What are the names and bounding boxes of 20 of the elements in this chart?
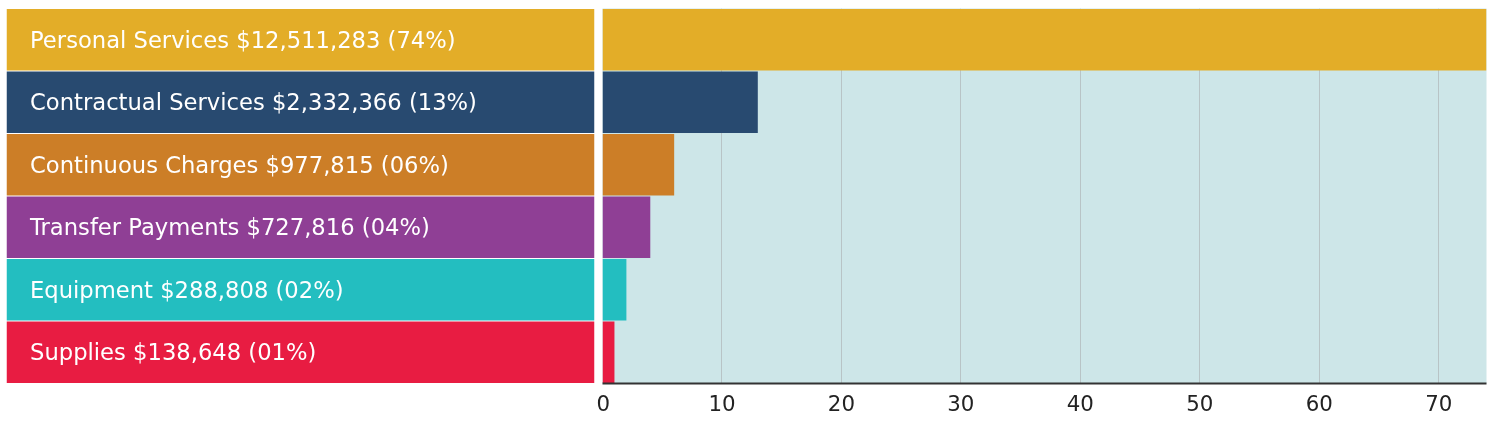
y-tick-label: Contractual Services $2,332,366 (13%) — [30, 89, 477, 116]
x-tick-label: 40 — [1066, 390, 1094, 416]
y-tick-label: Transfer Payments $727,816 (04%) — [29, 214, 430, 241]
bar — [602, 321, 615, 384]
x-tick-label: 30 — [947, 390, 975, 416]
x-tick-label: 60 — [1305, 390, 1333, 416]
bar — [602, 8, 1487, 71]
bar — [602, 133, 675, 196]
bar — [602, 258, 627, 321]
x-tick-label: 50 — [1186, 390, 1214, 416]
y-tick-label: Personal Services $12,511,283 (74%) — [30, 26, 456, 53]
x-tick-label: 0 — [596, 390, 611, 416]
x-tick-label: 10 — [708, 390, 736, 416]
x-tick-label: 20 — [827, 390, 855, 416]
bar — [602, 196, 651, 259]
y-tick-label: Continuous Charges $977,815 (06%) — [30, 151, 449, 178]
y-tick-label: Equipment $288,808 (02%) — [30, 276, 344, 303]
bar — [602, 71, 758, 134]
y-tick-label: Supplies $138,648 (01%) — [30, 339, 317, 366]
x-tick-label: 70 — [1425, 390, 1453, 416]
